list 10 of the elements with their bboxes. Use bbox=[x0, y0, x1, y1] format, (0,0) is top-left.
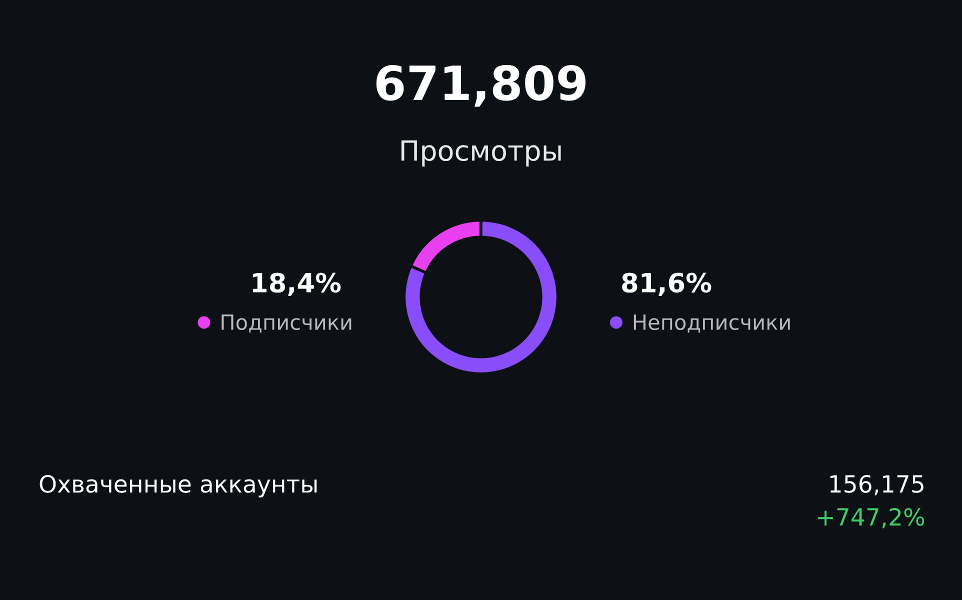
text: +747,2% bbox=[818, 508, 924, 528]
text: Охваченные аккаунты bbox=[40, 474, 317, 498]
donut-slice bbox=[402, 218, 560, 376]
chart-title: 671,809 bbox=[376, 64, 586, 107]
legend-label: Подписчики bbox=[222, 314, 352, 333]
data-label: 18,4% bbox=[252, 272, 341, 296]
data-label: 81,6% bbox=[622, 272, 712, 296]
text: 156,175 bbox=[830, 474, 924, 496]
chart-subtitle: Просмотры bbox=[401, 140, 561, 166]
legend-label: Неподписчики bbox=[634, 314, 790, 333]
